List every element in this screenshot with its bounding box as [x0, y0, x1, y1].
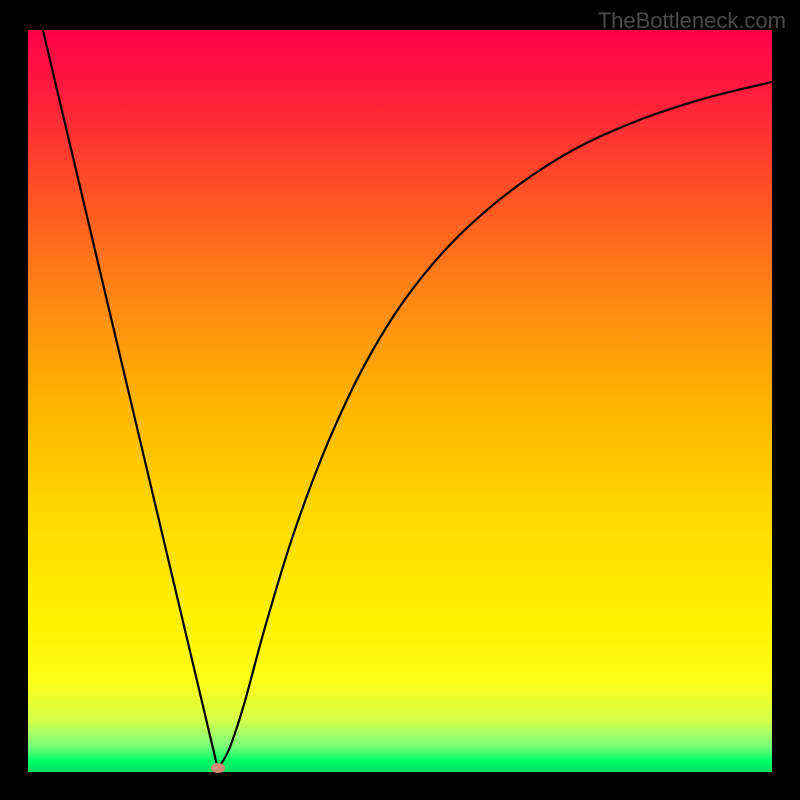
watermark-text: TheBottleneck.com	[598, 8, 786, 34]
gradient-background	[28, 30, 772, 772]
chart-container: TheBottleneck.com	[0, 0, 800, 800]
plot-area	[28, 30, 772, 772]
